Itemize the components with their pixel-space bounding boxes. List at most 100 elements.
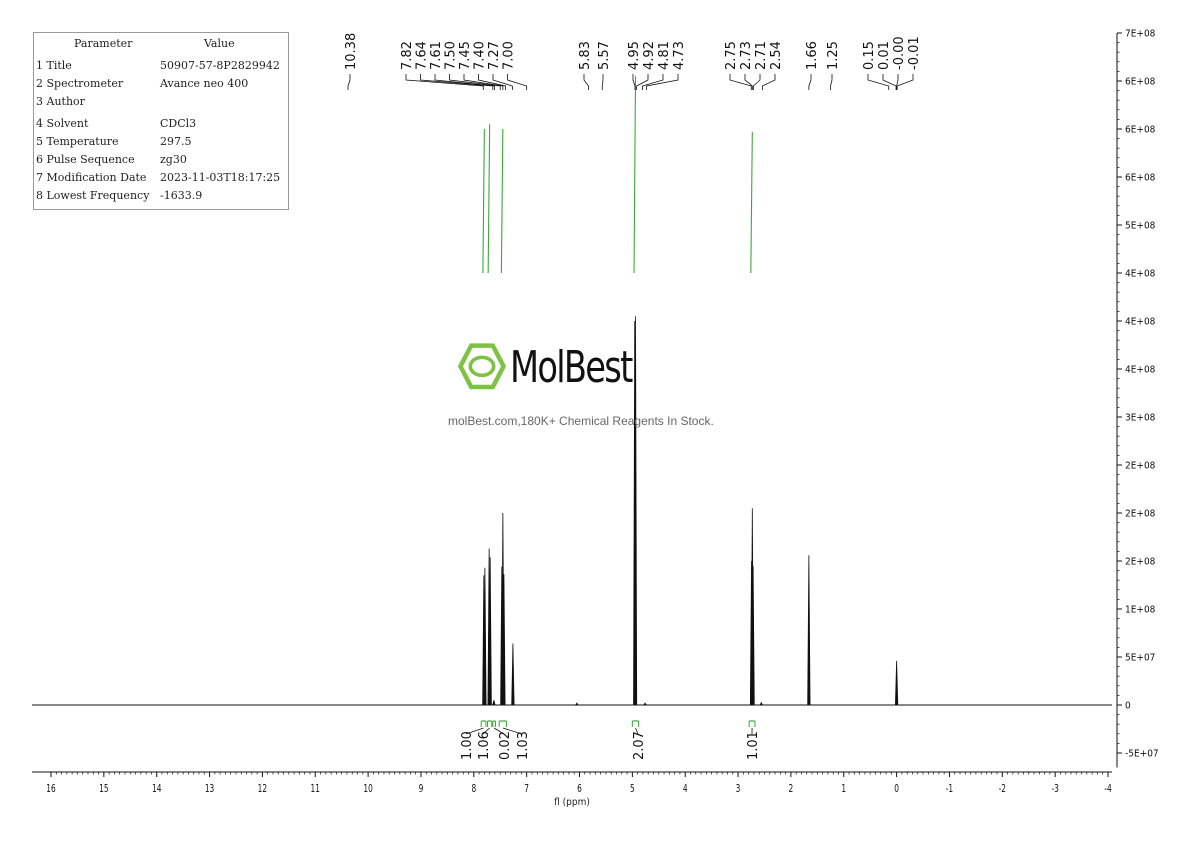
peak-shift-leader: [449, 74, 501, 90]
y-tick-label: 1E+08: [1125, 605, 1156, 616]
parameter-name: 6 Pulse Sequence: [36, 153, 135, 166]
x-tick-label: 0: [894, 783, 899, 795]
parameter-header: Parameter: [74, 37, 133, 50]
parameter-name: 3 Author: [36, 95, 85, 108]
integral-value-label: 1.06: [477, 731, 492, 760]
parameter-name: 7 Modification Date: [36, 171, 147, 184]
parameter-value: -1633.9: [160, 189, 203, 202]
x-axis-label: fl (ppm): [554, 797, 590, 808]
y-tick-label: 5E+08: [1125, 221, 1156, 232]
peak-shift-label: 0.15: [862, 41, 877, 70]
parameter-table-header: Parameter Value: [34, 35, 288, 53]
peak-shift-label: 0.01: [877, 41, 892, 70]
peak-shift-label: -0.01: [907, 36, 922, 70]
peak-shift-leader: [761, 74, 776, 90]
peak-shift-label: 7.40: [473, 41, 488, 70]
integral-leader: [502, 727, 523, 735]
x-tick-label: 10: [363, 783, 372, 795]
peak-shift-leader: [882, 74, 897, 90]
integral-value-label: 2.07: [632, 731, 647, 760]
peak-shift-leader: [420, 74, 494, 90]
peak-shift-label: 4.81: [657, 41, 672, 70]
y-tick-label: 6E+08: [1125, 125, 1156, 136]
peak-shift-label: 4.73: [672, 41, 687, 70]
peak-shift-label: 4.95: [627, 41, 642, 70]
x-tick-label: 1: [841, 783, 846, 795]
peak-shift-leader: [896, 74, 899, 90]
peak-shift-leader: [405, 74, 484, 90]
parameter-name: 4 Solvent: [36, 117, 89, 130]
spectrum-peak: [759, 701, 763, 706]
peak-shift-leader: [601, 74, 604, 90]
x-tick-label: 8: [471, 783, 476, 795]
x-tick-label: 15: [99, 783, 108, 795]
parameter-value: 297.5: [160, 135, 192, 148]
spectrum-peak: [502, 574, 506, 706]
y-tick-label: 0: [1125, 701, 1131, 712]
peak-shift-leader: [646, 74, 679, 90]
y-tick-label: 4E+08: [1125, 365, 1156, 376]
x-tick-label: 6: [577, 783, 582, 795]
x-tick-label: 3: [736, 783, 741, 795]
peak-shift-label: 7.50: [444, 41, 459, 70]
value-header: Value: [204, 37, 235, 50]
x-tick-label: 16: [46, 783, 56, 795]
integral-leader: [482, 727, 490, 735]
x-axis: 16 15 14 13 12 11 10 9 8 7 6 5 4 3 2 1 0 -1 -2 -3 -4: [32, 771, 1112, 795]
integral-leader: [635, 727, 639, 735]
integral-curve: [500, 128, 504, 274]
peak-shift-leader: [478, 74, 506, 90]
integral-curve: [750, 131, 753, 274]
parameter-row: 5 Temperature 297.5: [34, 133, 288, 151]
y-tick-label: 3E+08: [1125, 413, 1156, 424]
parameter-value: 50907-57-8P2829942: [160, 59, 280, 72]
parameter-row: 2 Spectrometer Avance neo 400: [34, 75, 288, 93]
x-tick-label: 7: [524, 783, 529, 795]
parameter-value: zg30: [160, 153, 187, 166]
integral-value-label: 1.03: [516, 731, 531, 760]
peak-label-layer: 10.38 7.82 7.64 7.61 7.50 7.45 7.40 7.27 7.00 5.8…: [344, 33, 922, 90]
peak-shift-label: 2.73: [739, 41, 754, 70]
x-tick-label: 5: [630, 783, 635, 795]
y-tick-label: 7E+08: [1125, 29, 1156, 40]
parameter-row: 3 Author: [34, 93, 288, 111]
x-tick-label: 4: [683, 783, 688, 795]
peak-shift-leader: [744, 74, 753, 90]
x-tick-label: 13: [205, 783, 214, 795]
peak-shift-label: 2.71: [754, 41, 769, 70]
peak-shift-label: 5.83: [578, 41, 593, 70]
peak-shift-label: 7.00: [502, 41, 517, 70]
peak-shift-leader: [729, 74, 752, 90]
x-tick-label: -4: [1104, 783, 1112, 795]
peak-shift-leader: [752, 74, 761, 90]
parameter-name: 8 Lowest Frequency: [36, 189, 150, 202]
spectrum-peak: [643, 702, 647, 706]
x-tick-label: 14: [152, 783, 162, 795]
integral-layer: 1.00 1.06 0.02 1.03 2.07 1.01: [460, 76, 761, 760]
molbest-logo-icon: [457, 343, 507, 390]
spectrum-peak: [751, 565, 755, 706]
integral-curve: [633, 76, 637, 274]
peak-shift-leader: [583, 74, 589, 90]
brand-tagline: molBest.com,180K+ Chemical Reagents In S…: [448, 414, 714, 428]
x-tick-label: -1: [946, 783, 953, 795]
parameter-row: 7 Modification Date 2023-11-03T18:17:25: [34, 169, 288, 187]
peak-shift-label: 10.38: [344, 33, 359, 70]
y-tick-label: 4E+08: [1125, 317, 1156, 328]
integral-leader: [493, 727, 505, 735]
integral-curve: [487, 124, 491, 274]
peak-shift-leader: [632, 74, 636, 90]
peak-shift-label: 2.75: [724, 41, 739, 70]
spectrum-peak: [895, 660, 899, 706]
x-tick-label: 11: [311, 783, 320, 795]
parameter-row: 4 Solvent CDCl3: [34, 115, 288, 133]
x-tick-label: 9: [419, 783, 424, 795]
integral-curve: [482, 128, 485, 274]
peak-shift-leader: [347, 74, 351, 90]
spectrum-peak: [492, 700, 496, 706]
peak-shift-leader: [896, 74, 914, 90]
peak-shift-label: 7.45: [458, 41, 473, 70]
x-tick-label: -3: [1051, 783, 1058, 795]
spectrum-peak: [575, 702, 579, 706]
